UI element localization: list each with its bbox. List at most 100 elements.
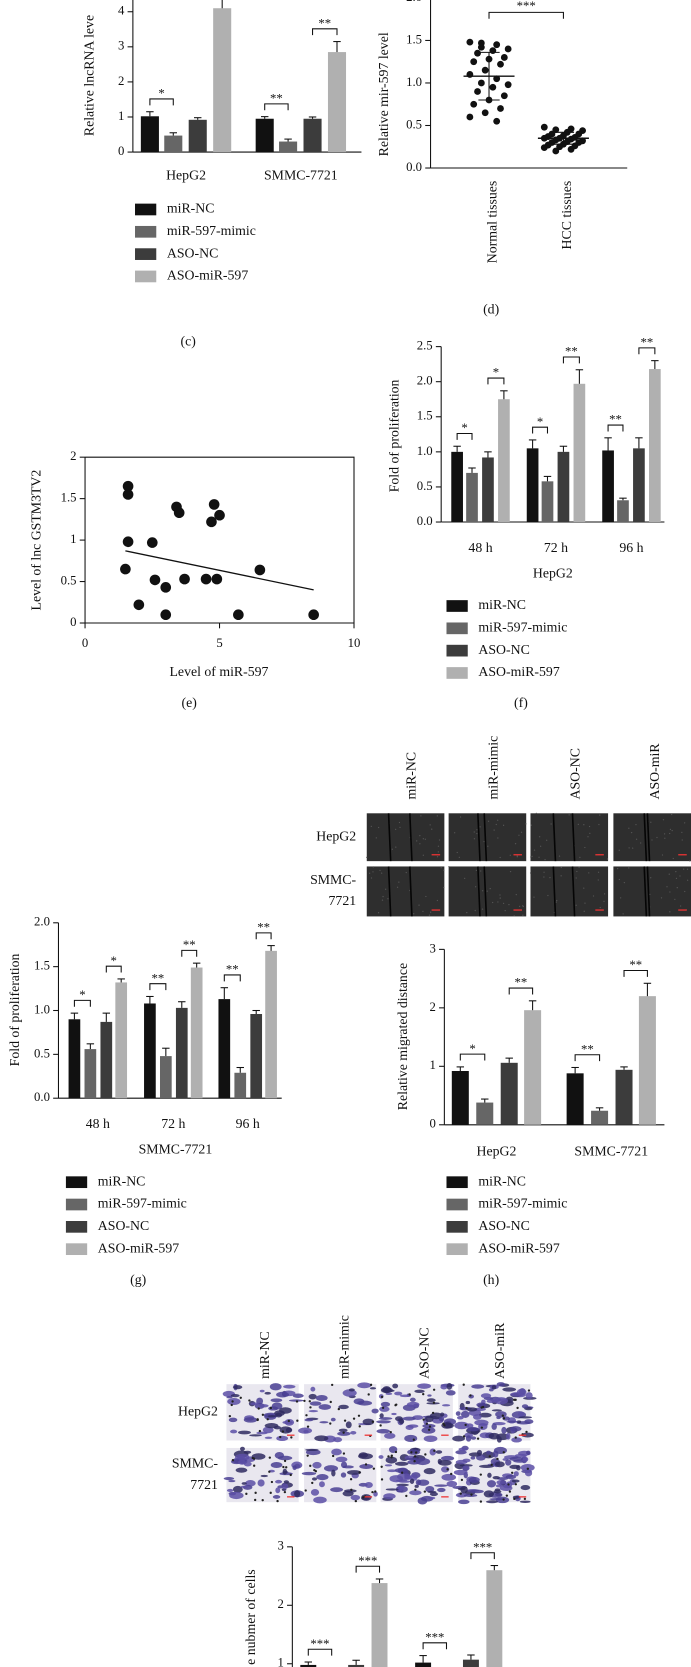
micrograph-speck	[681, 839, 683, 841]
stained-cell	[495, 1484, 502, 1488]
stained-cell	[441, 1404, 451, 1407]
stained-cell	[458, 1447, 468, 1452]
stained-cell	[361, 1494, 372, 1501]
significance-bracket	[574, 1054, 601, 1062]
legend-label: miR-597-mimic	[98, 1196, 187, 1211]
stained-cell	[501, 1426, 507, 1434]
membrane-pore	[357, 1414, 361, 1417]
stained-cell	[238, 1459, 247, 1465]
legend-swatch	[446, 644, 468, 657]
y-tick-label: 1.5	[406, 32, 422, 46]
stained-cell	[387, 1469, 397, 1473]
stained-cell	[301, 1471, 317, 1476]
y-tick-label: 2.0	[406, 0, 422, 4]
stained-cell	[228, 1417, 238, 1423]
bar	[348, 1664, 365, 1667]
micrograph-speck	[533, 849, 536, 851]
micrograph-speck	[620, 897, 622, 899]
micrograph-speck	[575, 904, 577, 906]
membrane-pore	[305, 1414, 308, 1417]
micrograph-speck	[515, 893, 517, 896]
stained-cell	[226, 1396, 233, 1399]
membrane-pore	[470, 1493, 473, 1496]
membrane-pore	[367, 1393, 370, 1396]
y-tick-label: 3	[429, 941, 435, 955]
micrograph-speck	[473, 831, 475, 833]
column-label: ASO-NC	[416, 1327, 431, 1378]
bar	[159, 1056, 172, 1099]
x-axis-label: Level of miR-597	[170, 664, 269, 679]
micrograph-speck	[518, 834, 520, 836]
micrograph-speck	[381, 872, 383, 874]
scratch-edge	[552, 866, 557, 917]
data-point	[477, 39, 485, 47]
membrane-pore	[239, 1396, 242, 1399]
scratch-edge	[477, 813, 481, 862]
data-point	[497, 60, 504, 68]
micrograph-speck	[588, 825, 591, 828]
y-tick-label: 2	[118, 74, 124, 88]
micrograph-speck	[476, 829, 478, 831]
micrograph	[448, 813, 527, 862]
membrane-pore	[414, 1488, 417, 1491]
legend-swatch	[446, 1176, 468, 1189]
significance-label: *	[461, 421, 467, 435]
stained-cell	[335, 1456, 348, 1463]
micrograph-speck	[660, 897, 663, 899]
membrane-pore	[253, 1464, 256, 1467]
stained-cell	[478, 1422, 488, 1430]
micrograph-speck	[391, 848, 393, 850]
stained-cell	[385, 1456, 398, 1464]
micrograph-speck	[499, 897, 501, 899]
x-tick-label: SMMC-7721	[264, 168, 338, 183]
micrograph-speck	[630, 832, 633, 834]
membrane-pore	[283, 1490, 287, 1494]
stained-cell	[310, 1489, 320, 1496]
bar	[300, 1664, 317, 1667]
membrane-pore	[350, 1488, 353, 1491]
membrane-pore	[358, 1471, 361, 1474]
micrograph-speck	[436, 856, 439, 858]
data-point	[466, 38, 474, 46]
stained-cell	[516, 1420, 522, 1424]
micrograph-speck	[650, 877, 652, 879]
membrane-pore	[390, 1454, 393, 1457]
data-point	[254, 564, 266, 576]
stained-cell	[494, 1397, 509, 1405]
micrograph-speck	[656, 836, 658, 839]
data-point	[470, 58, 478, 66]
stained-cell	[446, 1382, 453, 1390]
micrograph-speck	[395, 828, 397, 830]
stained-cell	[394, 1461, 409, 1466]
stained-cell	[373, 1491, 378, 1497]
y-axis-label: Fold of proliferation	[387, 379, 402, 492]
membrane-pore	[252, 1457, 256, 1460]
stained-cell	[480, 1393, 492, 1399]
membrane-pore	[290, 1436, 293, 1439]
scratch-edge	[387, 813, 392, 862]
micrograph-speck	[379, 869, 381, 871]
scratch-edge	[571, 813, 576, 862]
stained-cell	[243, 1417, 258, 1423]
micrograph-speck	[474, 886, 477, 888]
stained-cell	[346, 1470, 362, 1475]
stained-cell	[264, 1436, 273, 1439]
data-point	[160, 582, 172, 593]
stained-cell	[376, 1420, 391, 1424]
stained-cell	[446, 1480, 458, 1488]
micrograph-speck	[622, 913, 624, 915]
stained-cell	[256, 1397, 264, 1405]
membrane-pore	[507, 1483, 510, 1486]
scratch-edge	[571, 866, 576, 917]
stained-cell	[494, 1461, 505, 1468]
stained-cell	[521, 1456, 529, 1462]
micrograph-speck	[429, 911, 432, 913]
micrograph-speck	[618, 849, 620, 851]
stained-cell	[245, 1480, 256, 1487]
micrograph-speck	[438, 839, 441, 841]
data-point	[160, 609, 172, 621]
stained-cell	[491, 1385, 497, 1390]
stained-cell	[505, 1474, 517, 1480]
data-point	[504, 81, 512, 89]
fit-line	[125, 550, 314, 591]
